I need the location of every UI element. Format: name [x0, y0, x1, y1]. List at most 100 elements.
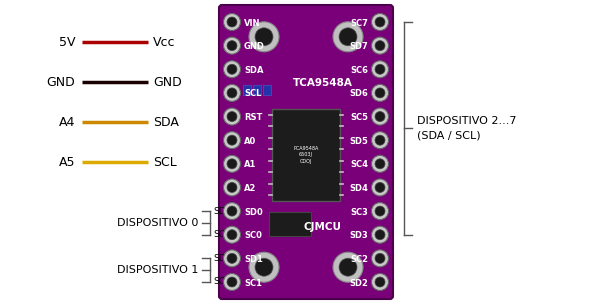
Circle shape	[375, 41, 385, 51]
Circle shape	[227, 135, 237, 145]
Circle shape	[371, 37, 389, 54]
Circle shape	[224, 250, 240, 267]
Text: GND: GND	[46, 75, 75, 88]
Text: SC0: SC0	[244, 231, 262, 240]
Circle shape	[224, 226, 240, 243]
Circle shape	[339, 258, 357, 276]
Circle shape	[339, 28, 357, 46]
Text: SDA: SDA	[244, 66, 264, 75]
FancyBboxPatch shape	[264, 85, 272, 95]
Circle shape	[227, 17, 237, 27]
Circle shape	[375, 88, 385, 98]
Text: VIN: VIN	[244, 19, 261, 27]
Circle shape	[224, 13, 240, 30]
Text: A2: A2	[244, 184, 256, 193]
Circle shape	[375, 253, 385, 263]
Text: SCL: SCL	[213, 230, 230, 239]
Circle shape	[249, 252, 279, 282]
Circle shape	[371, 202, 389, 219]
Text: SCL: SCL	[244, 89, 261, 98]
Circle shape	[255, 258, 273, 276]
Text: SD7: SD7	[349, 42, 368, 51]
Circle shape	[375, 17, 385, 27]
Circle shape	[375, 112, 385, 122]
Text: SD6: SD6	[349, 89, 368, 98]
Circle shape	[227, 182, 237, 192]
Circle shape	[249, 22, 279, 52]
Text: SDA: SDA	[213, 207, 232, 216]
Text: SC7: SC7	[350, 19, 368, 27]
Circle shape	[371, 108, 389, 125]
Circle shape	[227, 230, 237, 240]
Circle shape	[224, 85, 240, 102]
Text: SDA: SDA	[153, 116, 179, 129]
Text: DISPOSITIVO 1: DISPOSITIVO 1	[116, 265, 198, 275]
Text: GND: GND	[244, 42, 265, 51]
FancyBboxPatch shape	[272, 109, 340, 201]
Circle shape	[227, 206, 237, 216]
Circle shape	[227, 277, 237, 287]
FancyBboxPatch shape	[253, 85, 261, 95]
Text: SC6: SC6	[350, 66, 368, 75]
Circle shape	[371, 85, 389, 102]
Circle shape	[227, 41, 237, 51]
Circle shape	[224, 179, 240, 196]
Text: SC5: SC5	[350, 113, 368, 122]
Circle shape	[224, 37, 240, 54]
FancyBboxPatch shape	[269, 212, 311, 236]
Circle shape	[227, 253, 237, 263]
Text: SCL: SCL	[213, 278, 230, 286]
FancyBboxPatch shape	[219, 5, 393, 299]
Text: A1: A1	[244, 160, 256, 169]
FancyBboxPatch shape	[243, 85, 251, 95]
Text: SC2: SC2	[350, 255, 368, 264]
Circle shape	[224, 132, 240, 149]
Text: CJMCU: CJMCU	[304, 222, 342, 232]
Text: SC4: SC4	[350, 160, 368, 169]
Text: SD1: SD1	[244, 255, 263, 264]
Circle shape	[371, 274, 389, 291]
Circle shape	[371, 226, 389, 243]
Circle shape	[375, 159, 385, 169]
Circle shape	[371, 13, 389, 30]
Text: SD5: SD5	[349, 137, 368, 146]
Text: SCL: SCL	[153, 156, 177, 168]
Circle shape	[375, 182, 385, 192]
Circle shape	[375, 206, 385, 216]
Text: A5: A5	[58, 156, 75, 168]
Circle shape	[224, 274, 240, 291]
Circle shape	[224, 202, 240, 219]
Text: DISPOSITIVO 2...7
(SDA / SCL): DISPOSITIVO 2...7 (SDA / SCL)	[417, 116, 517, 141]
Circle shape	[371, 132, 389, 149]
Circle shape	[371, 250, 389, 267]
Text: SD4: SD4	[349, 184, 368, 193]
Text: RST: RST	[244, 113, 262, 122]
Text: GND: GND	[153, 75, 181, 88]
Circle shape	[255, 28, 273, 46]
Circle shape	[224, 108, 240, 125]
Text: SD0: SD0	[244, 208, 263, 216]
Circle shape	[371, 155, 389, 172]
Text: Vcc: Vcc	[153, 36, 175, 49]
Circle shape	[375, 135, 385, 145]
Text: PCA9548A
6503J
CDOJ: PCA9548A 6503J CDOJ	[293, 146, 319, 164]
Circle shape	[224, 155, 240, 172]
Text: SC1: SC1	[244, 278, 262, 288]
Text: A0: A0	[244, 137, 256, 146]
Text: SD2: SD2	[349, 278, 368, 288]
Text: A4: A4	[59, 116, 75, 129]
Circle shape	[333, 22, 363, 52]
Circle shape	[375, 230, 385, 240]
Circle shape	[227, 159, 237, 169]
Circle shape	[371, 61, 389, 78]
Circle shape	[227, 88, 237, 98]
Text: SC3: SC3	[350, 208, 368, 216]
Circle shape	[371, 179, 389, 196]
Circle shape	[333, 252, 363, 282]
Text: SDA: SDA	[213, 254, 232, 263]
Text: SD3: SD3	[349, 231, 368, 240]
Circle shape	[227, 112, 237, 122]
Text: 5V: 5V	[58, 36, 75, 49]
Text: TCA9548A: TCA9548A	[293, 78, 352, 88]
Circle shape	[375, 64, 385, 74]
